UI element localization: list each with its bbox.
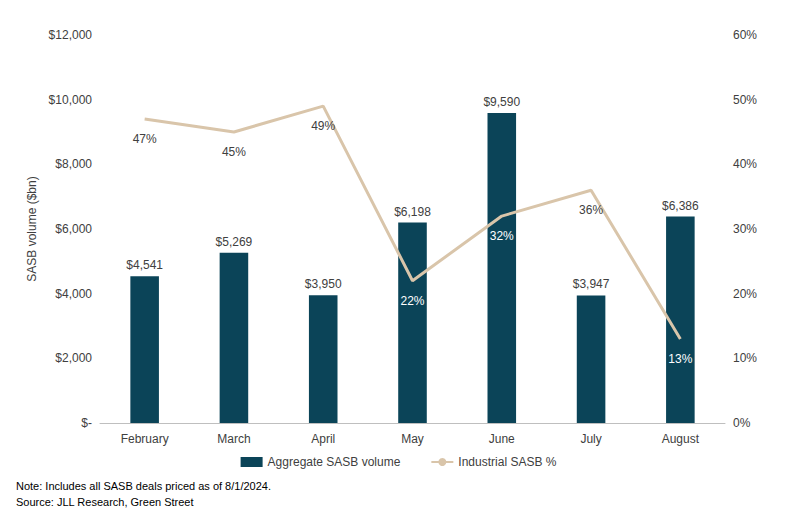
svg-text:$10,000: $10,000 [49, 93, 93, 107]
svg-text:Industrial SASB %: Industrial SASB % [458, 455, 556, 469]
svg-text:March: March [217, 432, 250, 446]
svg-text:$3,950: $3,950 [305, 277, 342, 291]
svg-text:$12,000: $12,000 [49, 28, 93, 42]
svg-text:22%: 22% [400, 294, 424, 308]
svg-text:36%: 36% [579, 203, 603, 217]
svg-text:May: May [401, 432, 424, 446]
svg-text:April: April [311, 432, 335, 446]
svg-text:$5,269: $5,269 [216, 235, 253, 249]
svg-text:June: June [489, 432, 515, 446]
svg-text:20%: 20% [733, 287, 757, 301]
svg-text:50%: 50% [733, 93, 757, 107]
svg-text:$6,198: $6,198 [394, 205, 431, 219]
svg-text:32%: 32% [490, 229, 514, 243]
svg-text:$4,541: $4,541 [126, 258, 163, 272]
svg-text:30%: 30% [733, 222, 757, 236]
svg-text:13%: 13% [668, 352, 692, 366]
svg-text:10%: 10% [733, 351, 757, 365]
svg-text:0%: 0% [733, 416, 751, 430]
svg-text:February: February [121, 432, 169, 446]
svg-text:SASB volume ($bn): SASB volume ($bn) [25, 176, 39, 281]
svg-text:$6,000: $6,000 [55, 222, 92, 236]
svg-text:49%: 49% [311, 119, 335, 133]
svg-text:$6,386: $6,386 [662, 199, 699, 213]
svg-text:$-: $- [81, 416, 92, 430]
svg-text:60%: 60% [733, 28, 757, 42]
svg-text:July: July [580, 432, 601, 446]
svg-text:$3,947: $3,947 [573, 277, 610, 291]
svg-text:$2,000: $2,000 [55, 351, 92, 365]
svg-text:Source: JLL Research, Green St: Source: JLL Research, Green Street [16, 496, 194, 508]
svg-text:45%: 45% [222, 145, 246, 159]
svg-text:47%: 47% [133, 132, 157, 146]
svg-text:Note: Includes all SASB deals: Note: Includes all SASB deals priced as … [16, 480, 271, 492]
svg-text:$9,590: $9,590 [483, 95, 520, 109]
svg-text:August: August [662, 432, 700, 446]
svg-text:$4,000: $4,000 [55, 287, 92, 301]
svg-text:$8,000: $8,000 [55, 157, 92, 171]
svg-text:Aggregate SASB volume: Aggregate SASB volume [268, 455, 401, 469]
svg-text:40%: 40% [733, 157, 757, 171]
